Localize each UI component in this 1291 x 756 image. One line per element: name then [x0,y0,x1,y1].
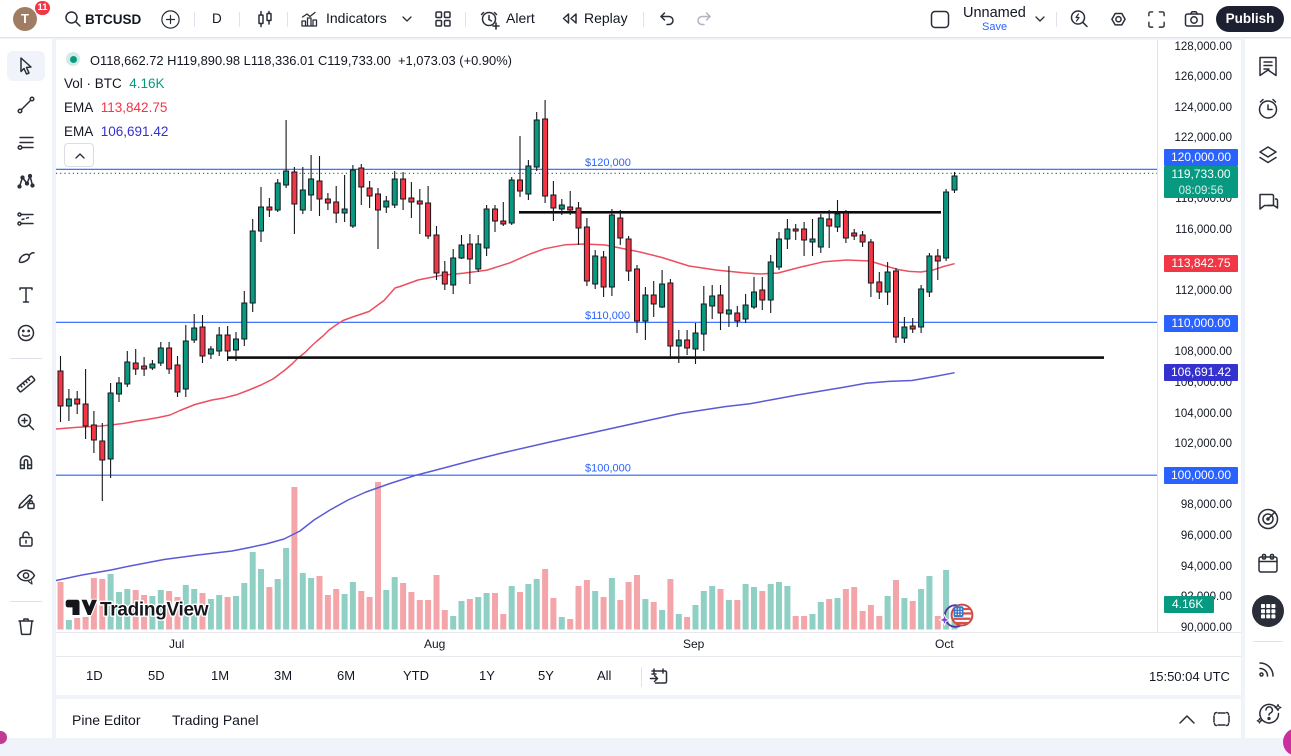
svg-text:$110,000: $110,000 [585,310,630,322]
svg-text:TradingView: TradingView [100,599,209,620]
svg-text:$120,000: $120,000 [585,157,631,169]
svg-text:$100,000: $100,000 [585,463,631,475]
